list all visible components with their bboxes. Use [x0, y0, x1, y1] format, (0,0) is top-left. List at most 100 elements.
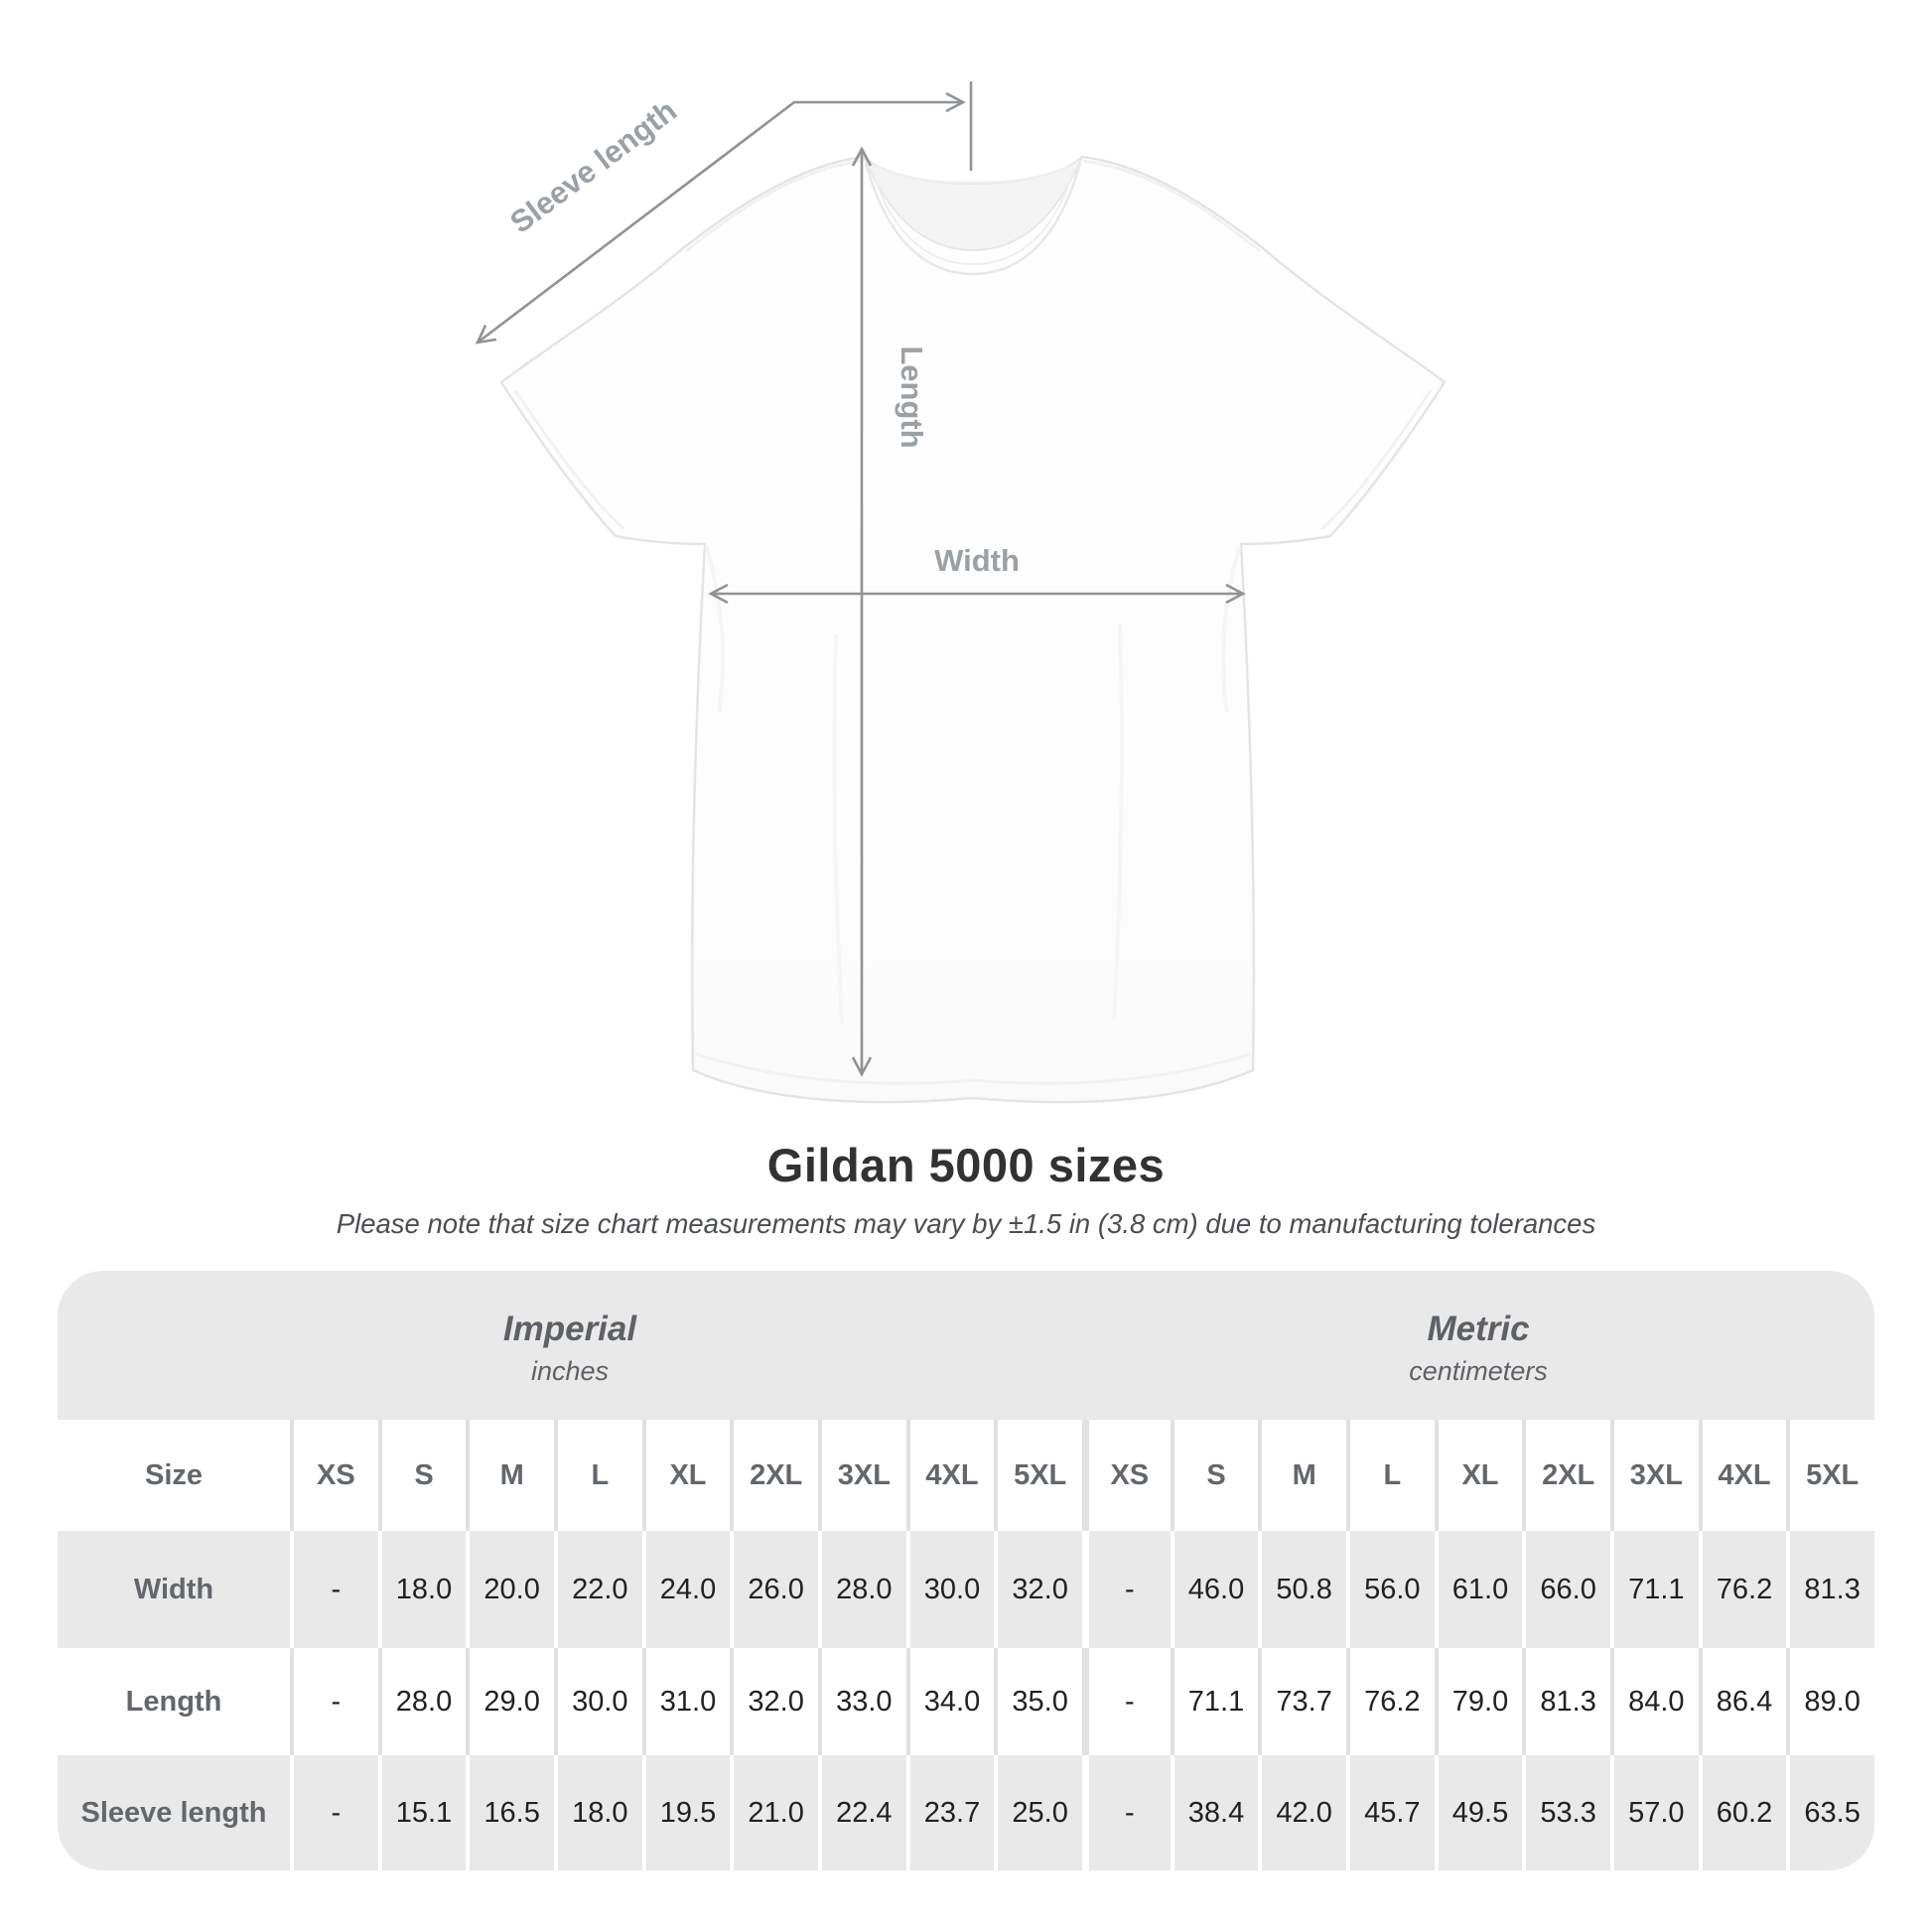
tshirt-measurement-diagram: Sleeve length Length Width — [475, 81, 1447, 1104]
value-cell: 76.2 — [1345, 1648, 1435, 1755]
measurement-arrows — [475, 81, 1246, 1077]
value-cell: 34.0 — [905, 1648, 995, 1755]
size-col-header-3xl: 3XL — [1609, 1420, 1699, 1531]
value-cell: - — [1081, 1531, 1171, 1648]
value-cell: 26.0 — [730, 1531, 818, 1648]
metric-group-title: Metric — [1427, 1310, 1530, 1348]
value-cell: 60.2 — [1698, 1755, 1787, 1870]
value-cell: 32.0 — [994, 1531, 1082, 1648]
value-cell: 35.0 — [994, 1648, 1082, 1755]
size-col-header-4xl: 4XL — [905, 1420, 995, 1531]
size-col-header-xl: XL — [641, 1420, 731, 1531]
size-chart-card: Imperial inches Metric centimeters Size … — [58, 1271, 1874, 1870]
size-header-cell: Size — [144, 1458, 204, 1491]
value-cell: 33.0 — [817, 1648, 906, 1755]
row-label-sleeve-length: Sleeve length — [80, 1796, 267, 1829]
value-cell: 53.3 — [1522, 1755, 1610, 1870]
value-cell: 81.3 — [1786, 1531, 1874, 1648]
size-col-header-2xl: 2XL — [730, 1420, 818, 1531]
tshirt-illustration — [499, 155, 1447, 1104]
table-row-sleeve-length: Sleeve length -15.1 16.5 18.0 19.5 21.0 22.4 2… — [58, 1755, 1874, 1870]
size-col-header-5xl: 5XL — [1786, 1420, 1874, 1531]
size-col-header-3xl: 3XL — [817, 1420, 906, 1531]
size-col-header-xs: XS — [290, 1420, 378, 1531]
unit-group-header-row: Imperial inches Metric centimeters — [58, 1271, 1874, 1420]
page-subtitle: Please note that size chart measurements… — [336, 1208, 1596, 1239]
value-cell: 28.0 — [377, 1648, 467, 1755]
size-col-header-4xl: 4XL — [1698, 1420, 1787, 1531]
value-cell: 42.0 — [1258, 1755, 1346, 1870]
value-cell: 71.1 — [1170, 1648, 1259, 1755]
value-cell: 21.0 — [730, 1755, 818, 1870]
value-cell: - — [1081, 1648, 1171, 1755]
value-cell: 18.0 — [553, 1755, 642, 1870]
value-cell: 38.4 — [1170, 1755, 1259, 1870]
imperial-group-unit: inches — [530, 1356, 610, 1386]
value-cell: 50.8 — [1258, 1531, 1346, 1648]
value-cell: 86.4 — [1698, 1648, 1787, 1755]
size-col-header-l: L — [553, 1420, 642, 1531]
value-cell: 49.5 — [1434, 1755, 1523, 1870]
value-cell: 61.0 — [1434, 1531, 1523, 1648]
value-cell: 29.0 — [466, 1648, 554, 1755]
value-cell: 73.7 — [1258, 1648, 1346, 1755]
imperial-group-title: Imperial — [502, 1310, 637, 1348]
row-label-length: Length — [125, 1685, 222, 1718]
value-cell: 16.5 — [466, 1755, 554, 1870]
value-cell: 31.0 — [641, 1648, 731, 1755]
size-col-header-2xl: 2XL — [1522, 1420, 1610, 1531]
table-row-width: Width -18.0 20.0 22.0 24.0 26.0 28.0 30.0 32.0-… — [58, 1531, 1874, 1648]
value-cell: - — [290, 1648, 378, 1755]
value-cell: 18.0 — [377, 1531, 467, 1648]
value-cell: 22.4 — [817, 1755, 906, 1870]
value-cell: 46.0 — [1170, 1531, 1259, 1648]
size-col-header-s: S — [1170, 1420, 1259, 1531]
metric-group-unit: centimeters — [1409, 1356, 1548, 1386]
row-label-width: Width — [133, 1573, 214, 1605]
fabric-wrinkles — [705, 546, 1241, 1025]
table-row-length: Length -28.0 29.0 30.0 31.0 32.0 33.0 34.0 35.0… — [58, 1648, 1874, 1755]
value-cell: 28.0 — [817, 1531, 906, 1648]
value-cell: - — [1081, 1755, 1171, 1870]
value-cell: 84.0 — [1609, 1648, 1699, 1755]
value-cell: 30.0 — [905, 1531, 995, 1648]
value-cell: 66.0 — [1522, 1531, 1610, 1648]
size-col-header-xs: XS — [1081, 1420, 1171, 1531]
size-col-header-m: M — [466, 1420, 554, 1531]
value-cell: 22.0 — [553, 1531, 642, 1648]
value-cell: - — [290, 1755, 378, 1870]
value-cell: 19.5 — [641, 1755, 731, 1870]
size-col-header-l: L — [1345, 1420, 1435, 1531]
size-col-header-5xl: 5XL — [994, 1420, 1082, 1531]
width-label: Width — [934, 543, 1020, 578]
value-cell: 81.3 — [1522, 1648, 1610, 1755]
size-col-header-xl: XL — [1434, 1420, 1523, 1531]
value-cell: 24.0 — [641, 1531, 731, 1648]
size-col-header-m: M — [1258, 1420, 1346, 1531]
value-cell: 15.1 — [377, 1755, 467, 1870]
value-cell: 71.1 — [1609, 1531, 1699, 1648]
value-cell: 63.5 — [1786, 1755, 1874, 1870]
sleeve-length-label: Sleeve length — [503, 92, 683, 239]
size-header-row: Size XS S M L XL 2XL 3XL 4XL 5XL XS S M L XL 2XL 3XL 4XL… — [58, 1420, 1874, 1531]
value-cell: 79.0 — [1434, 1648, 1523, 1755]
tshirt-body — [499, 155, 1447, 1104]
value-cell: 89.0 — [1786, 1648, 1874, 1755]
page-title: Gildan 5000 sizes — [766, 1139, 1166, 1191]
value-cell: 32.0 — [730, 1648, 818, 1755]
value-cell: - — [290, 1531, 378, 1648]
value-cell: 45.7 — [1345, 1755, 1435, 1870]
metric-group-header: Metric centimeters — [1082, 1271, 1874, 1420]
length-label: Length — [895, 345, 929, 448]
value-cell: 30.0 — [553, 1648, 642, 1755]
value-cell: 56.0 — [1345, 1531, 1435, 1648]
value-cell: 25.0 — [994, 1755, 1082, 1870]
value-cell: 23.7 — [905, 1755, 995, 1870]
size-col-header-s: S — [377, 1420, 467, 1531]
sleeve-length-arrow — [475, 91, 966, 345]
value-cell: 57.0 — [1609, 1755, 1699, 1870]
value-cell: 20.0 — [466, 1531, 554, 1648]
imperial-group-header: Imperial inches — [58, 1271, 1082, 1420]
value-cell: 76.2 — [1698, 1531, 1787, 1648]
